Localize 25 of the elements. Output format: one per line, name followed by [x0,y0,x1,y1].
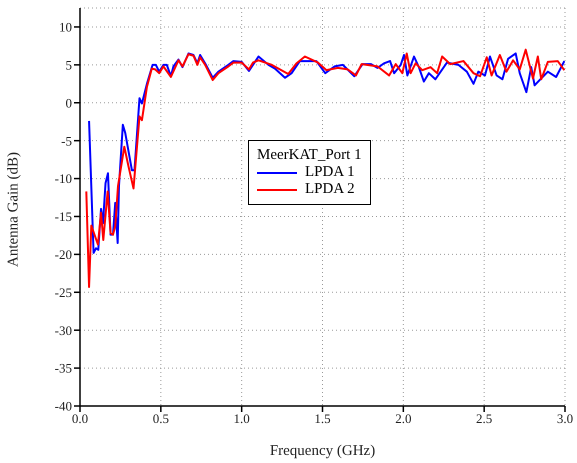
x-tick-label: 0.0 [72,411,88,426]
y-tick-label: -30 [54,322,72,338]
y-tick-label: -40 [54,398,72,414]
x-tick-label: 3.0 [556,411,574,426]
line-series [88,52,565,254]
y-tick-label: -15 [54,209,72,224]
y-tick-label: 5 [66,57,72,72]
x-tick-label: 1.0 [234,411,250,426]
y-axis-title: Antenna Gain (dB) [5,152,22,267]
y-tick-label: -35 [54,360,72,376]
y-tick-label: 0 [66,95,72,110]
legend-label: LPDA 1 [305,164,355,181]
legend-label: LPDA 2 [305,181,355,198]
legend-title: MeerKAT_Port 1 [257,147,362,164]
y-tick-label: -20 [54,246,72,262]
y-tick-label: -25 [54,284,72,300]
x-tick-label: 0.5 [152,411,169,426]
line-series [85,48,565,288]
x-tick-label: 2.5 [476,411,492,426]
y-tick-label: -10 [54,171,72,186]
x-axis-title: Frequency (GHz) [270,443,376,459]
y-tick-label: 10 [59,20,72,35]
x-tick-label: 2.0 [395,411,412,426]
y-tick-label: -5 [61,133,72,148]
x-tick-label: 1.5 [314,411,331,426]
